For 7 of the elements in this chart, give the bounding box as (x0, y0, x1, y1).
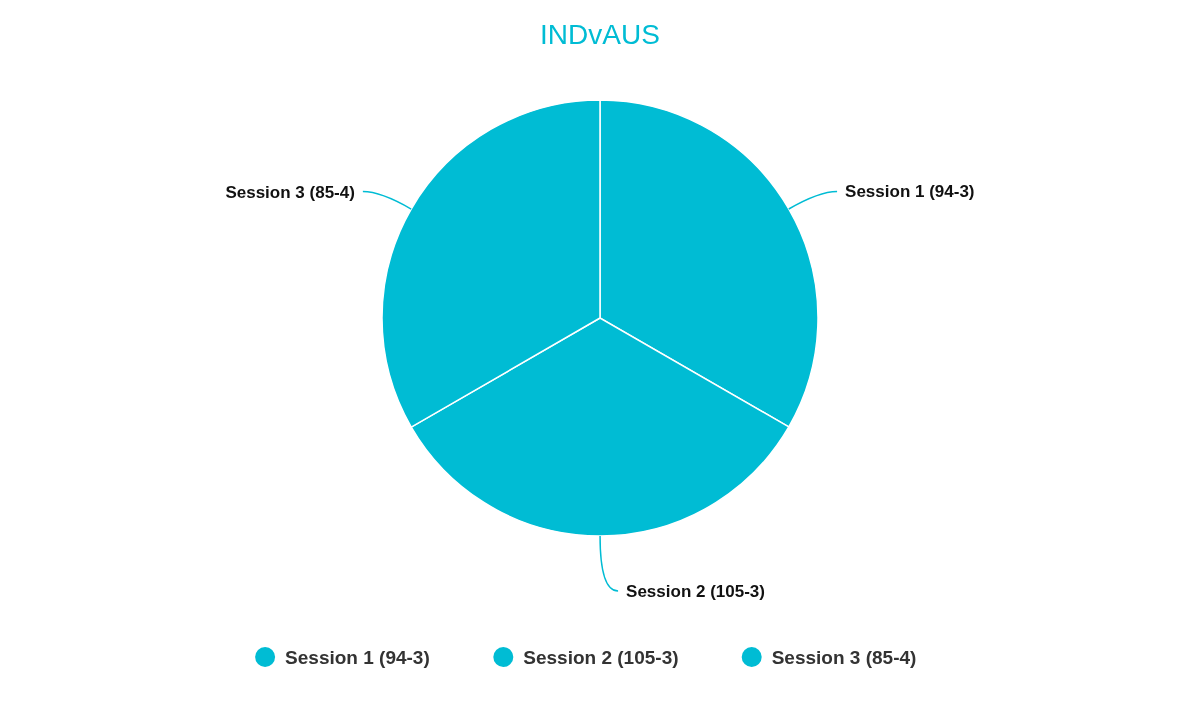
slice-label: Session 3 (85-4) (225, 182, 355, 202)
legend-label: Session 3 (85-4) (771, 646, 917, 668)
category-label: Session 1 (94-3) (845, 182, 975, 202)
legend-label: Session 2 (105-3) (523, 646, 679, 668)
chart-title: INDvAUS (540, 18, 660, 50)
legend-label: Session 1 (94-3) (285, 646, 430, 668)
category-label: Session 2 (105-3) (626, 581, 765, 601)
